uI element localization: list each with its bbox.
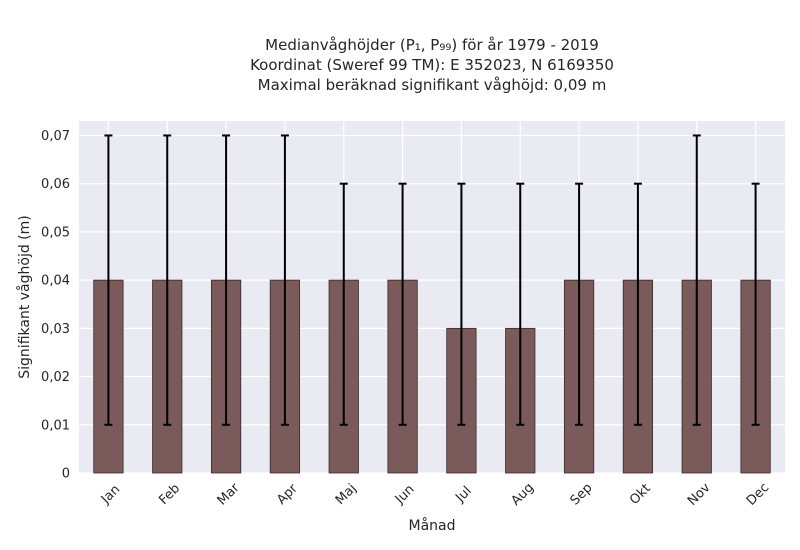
x-axis-label: Månad xyxy=(409,517,456,534)
x-tick-label: Jul xyxy=(452,484,474,506)
x-tick-label: Jun xyxy=(392,482,418,508)
y-tick-labels: 0 0,01 0,02 0,03 0,04 0,05 0,06 0,07 xyxy=(41,129,70,482)
y-tick-label: 0,01 xyxy=(41,418,70,433)
error-bars xyxy=(104,134,760,426)
x-tick-label: Aug xyxy=(508,480,537,509)
x-tick-label: Mar xyxy=(215,480,243,508)
y-tick-label: 0,03 xyxy=(41,322,70,337)
title-line-3: Maximal beräknad signifikant våghöjd: 0,… xyxy=(257,76,607,94)
x-tick-label: Jan xyxy=(98,482,123,507)
y-tick-label: 0,07 xyxy=(41,129,70,144)
y-tick-label: 0 xyxy=(62,467,70,482)
x-tick-label: Dec xyxy=(744,480,772,508)
y-tick-label: 0,04 xyxy=(41,274,70,289)
y-tick-label: 0,06 xyxy=(41,177,70,192)
y-axis-label: Signifikant våghöjd (m) xyxy=(16,215,33,378)
x-tick-label: Apr xyxy=(274,481,301,508)
y-tick-label: 0,02 xyxy=(41,370,70,385)
chart-title: Medianvåghöjder (P₁, P₉₉) för år 1979 - … xyxy=(79,35,785,95)
x-tick-labels: Jan Feb Mar Apr Maj Jun Jul Aug Sep Okt Nov Dec xyxy=(98,480,772,509)
title-line-1: Medianvåghöjder (P₁, P₉₉) för år 1979 - … xyxy=(265,36,599,54)
title-line-2: Koordinat (Sweref 99 TM): E 352023, N 61… xyxy=(250,56,614,74)
x-tick-label: Maj xyxy=(333,481,360,508)
plot-background xyxy=(79,121,785,473)
x-tick-label: Okt xyxy=(627,481,654,508)
y-tick-label: 0,05 xyxy=(41,225,70,240)
x-tick-label: Sep xyxy=(568,481,596,509)
x-tick-label: Nov xyxy=(685,480,714,509)
x-tick-label: Feb xyxy=(156,481,183,508)
